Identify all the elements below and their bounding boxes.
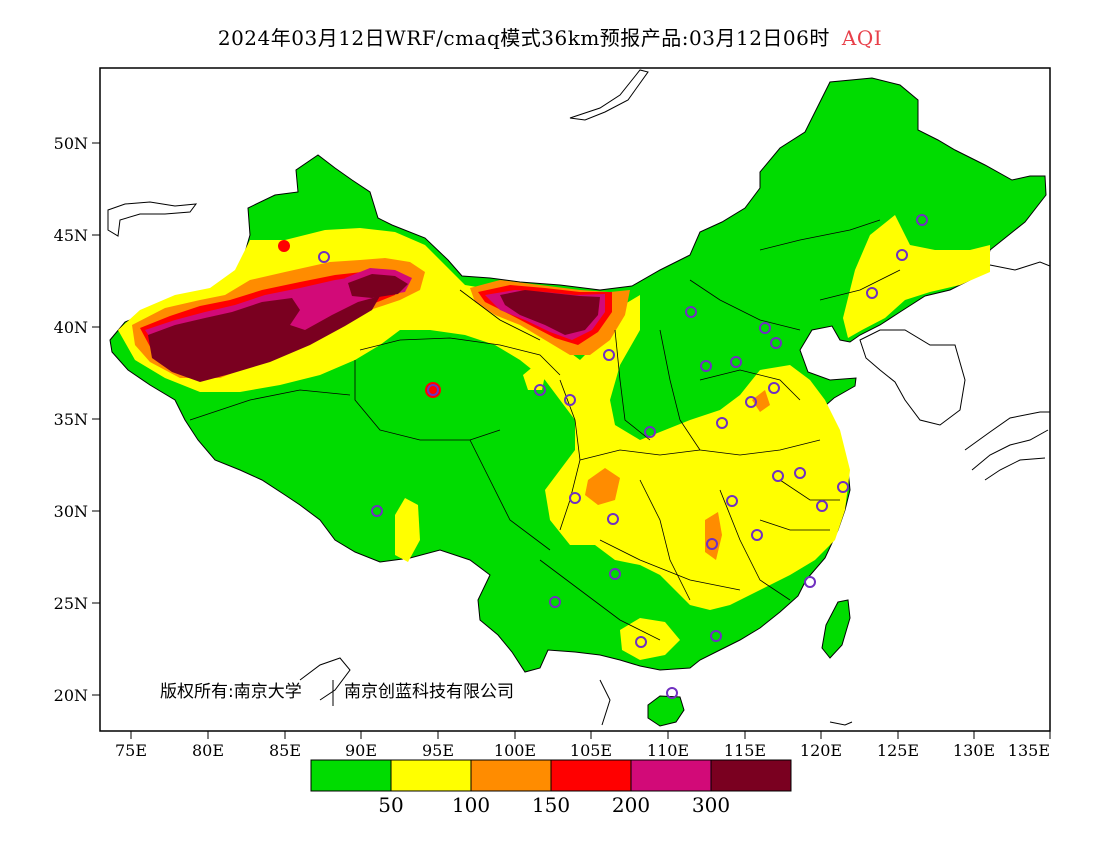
lon-label-90e: 90E bbox=[345, 741, 377, 760]
lat-label-30n: 30N bbox=[54, 502, 88, 521]
aqi-colorbar: 50 100 150 200 300 bbox=[310, 759, 792, 817]
title-main: 2024年03月12日WRF/cmaq模式36km预报产品:03月12日06时 bbox=[217, 26, 830, 50]
title-variable: AQI bbox=[841, 26, 883, 50]
copyright-text: 版权所有:南京大学 bbox=[160, 682, 302, 702]
lon-label-100e: 100E bbox=[494, 741, 536, 760]
colorbar-label-200: 200 bbox=[612, 793, 650, 817]
lat-label-35n: 35N bbox=[54, 410, 88, 429]
colorbar-label-150: 150 bbox=[532, 793, 570, 817]
lon-label-115e: 115E bbox=[724, 741, 766, 760]
colorbar-bin-1 bbox=[391, 760, 471, 791]
lon-label-120e: 120E bbox=[800, 741, 842, 760]
province-boundaries bbox=[189, 219, 901, 641]
lat-label-25n: 25N bbox=[54, 594, 88, 613]
monitoring-stations bbox=[318, 214, 928, 699]
longitude-axis: 75E 80E 85E 90E 95E 100E 105E 110E 115E … bbox=[115, 731, 1051, 760]
lon-label-75e: 75E bbox=[115, 741, 147, 760]
hainan-island bbox=[647, 695, 685, 727]
colorbar-bin-4 bbox=[631, 760, 711, 791]
copyright-org2: 南京创蓝科技有限公司 bbox=[344, 682, 514, 702]
map-area bbox=[107, 69, 1050, 727]
lon-label-105e: 105E bbox=[570, 741, 612, 760]
colorbar-bin-3 bbox=[551, 760, 631, 791]
lat-label-45n: 45N bbox=[54, 226, 88, 245]
taiwan-island bbox=[821, 599, 851, 659]
lon-label-95e: 95E bbox=[422, 741, 454, 760]
lon-label-110e: 110E bbox=[647, 741, 689, 760]
aqi-hazardous-regions bbox=[148, 274, 600, 382]
lon-label-80e: 80E bbox=[192, 741, 224, 760]
lat-label-20n: 20N bbox=[54, 686, 88, 705]
neighbour-coastlines bbox=[107, 69, 1050, 726]
lon-label-125e: 125E bbox=[877, 741, 919, 760]
colorbar-label-100: 100 bbox=[452, 793, 490, 817]
lat-label-50n: 50N bbox=[54, 134, 88, 153]
lon-label-130e: 130E bbox=[953, 741, 995, 760]
colorbar-bin-5 bbox=[711, 760, 791, 791]
latitude-axis: 20N 25N 30N 35N 40N 45N 50N bbox=[54, 134, 100, 705]
colorbar-bin-2 bbox=[471, 760, 551, 791]
map-title: 2024年03月12日WRF/cmaq模式36km预报产品:03月12日06时 A… bbox=[0, 22, 1100, 51]
colorbar-label-50: 50 bbox=[378, 793, 403, 817]
lat-label-40n: 40N bbox=[54, 318, 88, 337]
colorbar-bin-0 bbox=[311, 760, 391, 791]
lon-label-85e: 85E bbox=[269, 741, 301, 760]
map-frame bbox=[99, 67, 1051, 732]
colorbar-label-300: 300 bbox=[692, 793, 730, 817]
lon-label-135e: 135E bbox=[1008, 741, 1050, 760]
